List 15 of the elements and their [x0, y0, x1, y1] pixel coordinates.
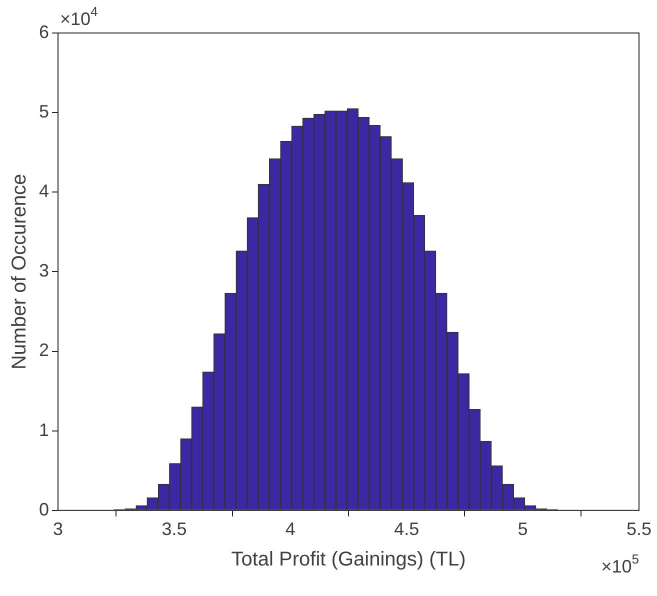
x-tick-label: 5 — [518, 519, 528, 540]
y-tick-label: 3 — [38, 260, 50, 281]
x-tick-label: 5.5 — [626, 519, 652, 540]
y-tick-label: 0 — [38, 499, 50, 520]
x-tick-label: 4.5 — [394, 519, 420, 540]
x-tick-label: 3.5 — [162, 519, 187, 540]
y-tick-label: 4 — [38, 181, 50, 202]
y-axis-title: Number of Occurence — [8, 174, 31, 370]
x-tick-label: 4 — [285, 519, 296, 540]
y-tick-label: 1 — [38, 420, 50, 440]
x-tick-label: 3 — [53, 519, 64, 540]
y-tick-label: 5 — [38, 102, 50, 122]
y-tick-label: 6 — [38, 22, 50, 42]
x-axis-title: Total Profit (Gainings) (TL) — [231, 548, 466, 571]
y-tick-label: 2 — [38, 340, 50, 360]
